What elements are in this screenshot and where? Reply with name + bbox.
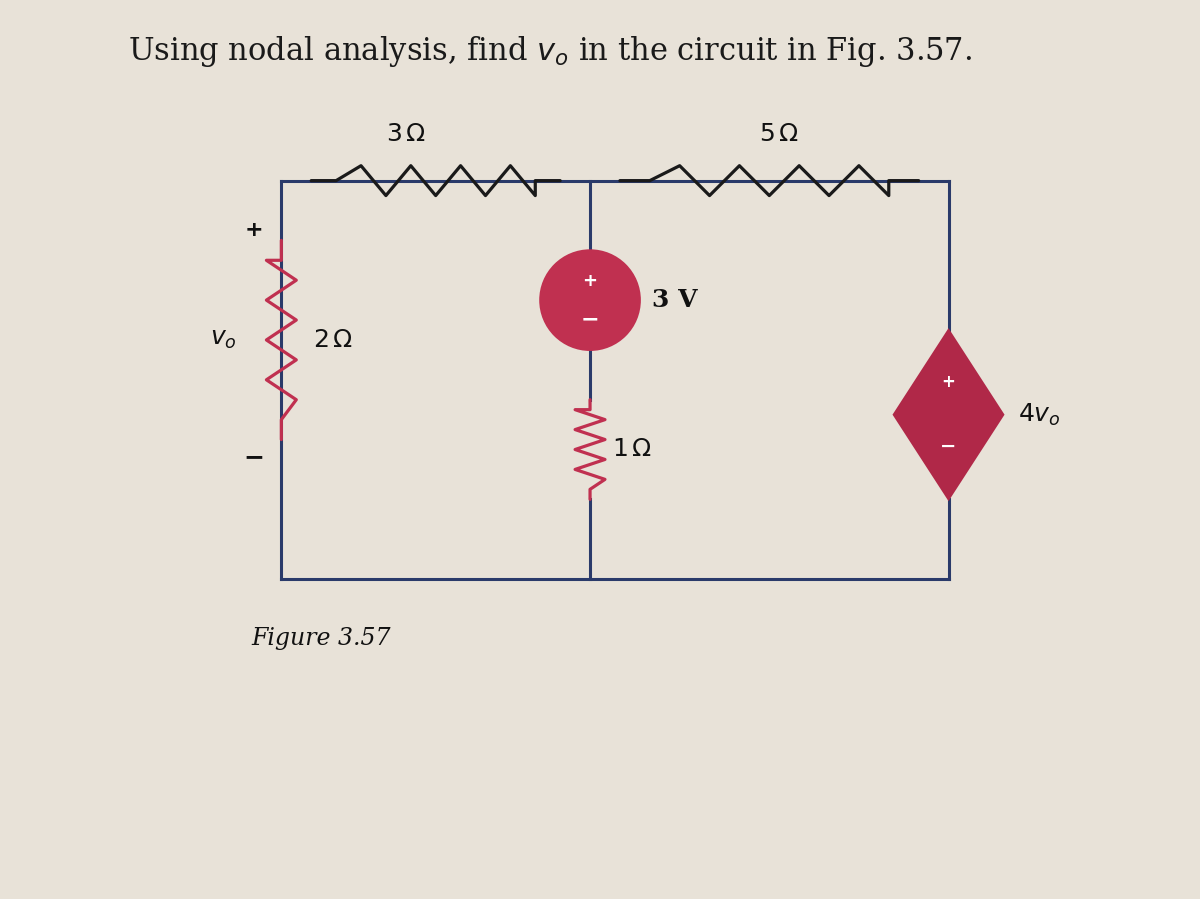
Text: −: − xyxy=(242,446,264,469)
Text: +: + xyxy=(582,272,598,290)
Text: $5\,\Omega$: $5\,\Omega$ xyxy=(760,121,799,146)
Text: +: + xyxy=(942,373,955,391)
Text: Figure 3.57: Figure 3.57 xyxy=(252,628,391,650)
Text: +: + xyxy=(244,220,263,240)
Text: $3\,\Omega$: $3\,\Omega$ xyxy=(385,121,426,146)
Circle shape xyxy=(540,250,640,350)
Text: 3 V: 3 V xyxy=(652,289,697,312)
Text: $4v_o$: $4v_o$ xyxy=(1019,402,1061,428)
Text: $1\,\Omega$: $1\,\Omega$ xyxy=(612,438,652,461)
Text: −: − xyxy=(941,437,956,457)
Text: $2\,\Omega$: $2\,\Omega$ xyxy=(313,328,354,352)
Text: $v_o$: $v_o$ xyxy=(210,328,236,352)
Text: Using nodal analysis, find $v_o$ in the circuit in Fig. 3.57.: Using nodal analysis, find $v_o$ in the … xyxy=(128,33,972,68)
Text: −: − xyxy=(581,309,599,329)
Polygon shape xyxy=(894,330,1003,499)
